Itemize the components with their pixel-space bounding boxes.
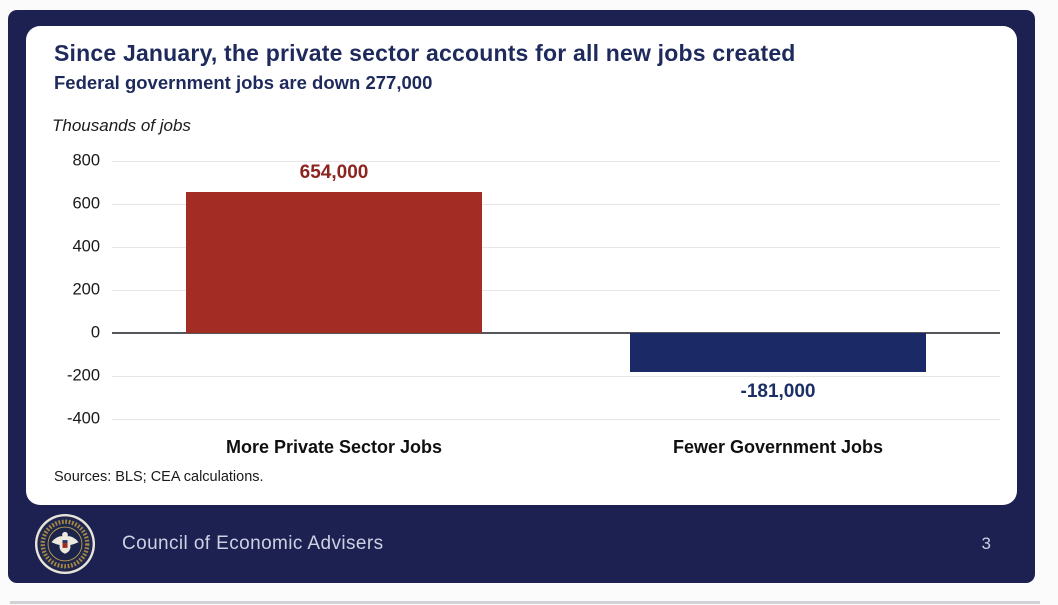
slide-subtitle: Federal government jobs are down 277,000: [54, 72, 433, 93]
footer-org-name: Council of Economic Advisers: [122, 533, 384, 554]
slide-title: Since January, the private sector accoun…: [54, 40, 796, 66]
category-label-fewer-government-jobs: Fewer Government Jobs: [672, 437, 884, 457]
y-tick-label: -200: [66, 366, 100, 385]
page-number: 3: [981, 534, 991, 553]
y-tick-label: 800: [72, 151, 100, 170]
gridline: [112, 418, 1000, 420]
plot-area: 800 600 400 200 0 -200 -400 654,000 More Private…: [67, 152, 1000, 457]
bar-fewer-government-jobs: [630, 333, 926, 372]
category-label-more-private-sector-jobs: More Private Sector Jobs: [225, 437, 443, 457]
y-axis-title: Thousands of jobs: [52, 116, 191, 135]
y-tick-label: 400: [72, 237, 100, 256]
y-tick-label: 200: [72, 280, 100, 299]
chart-card: Since January, the private sector accoun…: [26, 26, 1017, 505]
y-tick-label: 0: [90, 323, 100, 342]
sources-note: Sources: BLS; CEA calculations.: [54, 469, 264, 485]
y-tick-label: 600: [72, 194, 100, 213]
slide-background: Since January, the private sector accoun…: [8, 10, 1035, 583]
gridline: [112, 203, 1000, 205]
photo-sheet-edge: [10, 601, 1040, 604]
executive-office-seal-icon: [34, 513, 96, 575]
slide-footer: Council of Economic Advisers 3: [8, 505, 1035, 583]
y-tick-label: -400: [66, 409, 100, 428]
value-label-fewer-government-jobs: -181,000: [740, 380, 816, 402]
bar-more-private-sector-jobs: [186, 192, 482, 333]
gridline: [112, 246, 1000, 248]
value-label-more-private-sector-jobs: 654,000: [299, 162, 369, 184]
x-axis-zero-line: [112, 332, 1000, 334]
gridline: [112, 289, 1000, 291]
gridline: [112, 375, 1000, 377]
gridline: [112, 160, 1000, 162]
